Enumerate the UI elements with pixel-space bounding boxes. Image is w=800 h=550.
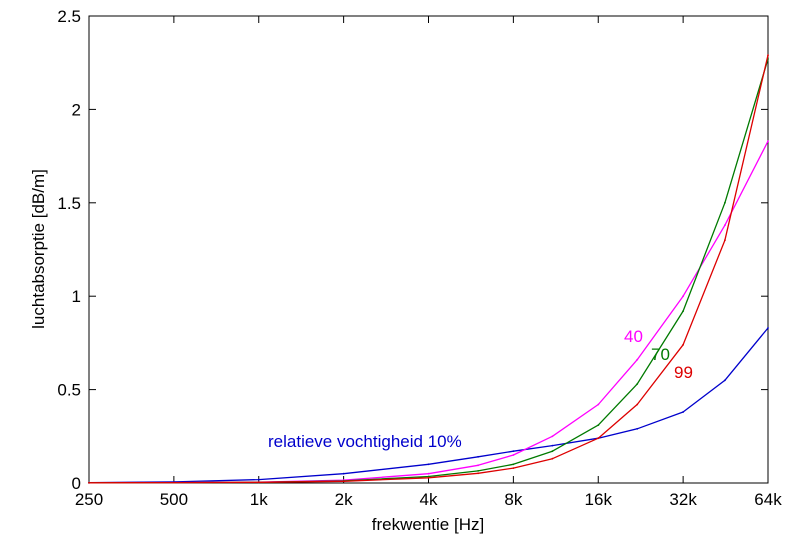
data-point-40 [427,472,430,475]
data-point-99 [88,481,90,484]
data-point-70 [636,383,639,385]
data-point-70 [477,470,479,472]
data-point-10 [551,444,554,447]
data-point-99 [636,403,639,406]
data-point-99 [682,343,684,346]
series-label-99: 99 [674,363,693,382]
data-point-40 [636,358,639,361]
data-point-99 [342,480,345,483]
series-label-10: relatieve vochtigheid 10% [268,432,462,451]
data-point-99 [512,467,515,469]
data-point-99 [477,472,479,475]
x-tick-label: 4k [420,490,438,509]
x-tick-label: 500 [160,490,188,509]
data-point-99 [597,437,600,440]
data-point-70 [427,475,430,478]
data-point-40 [724,224,726,227]
ticks-layer: 250 500 1k 2k 4k 8k 16k 32k 64k 0 0.5 1 1.5 2 2.5 [57,7,782,509]
data-point-70 [682,310,684,312]
data-point-10 [724,379,726,382]
data-point-99 [427,476,430,479]
x-tick-label: 16k [585,490,613,509]
x-tick-label: 1k [250,490,268,509]
data-point-10 [477,455,479,458]
data-point-40 [597,403,600,406]
data-point-70 [512,463,515,466]
y-tick-label: 1 [72,287,81,306]
data-point-40 [512,454,515,456]
data-point-40 [551,435,554,438]
series-layer [88,54,769,484]
y-tick-label: 1.5 [57,194,81,213]
x-tick-label: 64k [754,490,782,509]
data-point-10 [767,327,769,329]
y-tick-label: 2.5 [57,7,81,26]
data-point-40 [682,295,684,298]
plot-area [88,15,769,484]
data-point-70 [597,424,600,426]
data-point-99 [724,239,726,242]
y-tick-label: 2 [72,100,81,119]
y-axis-label: luchtabsorptie [dB/m] [29,169,48,329]
series-label-40: 40 [624,327,643,346]
data-point-99 [767,54,769,57]
data-point-40 [767,140,769,143]
data-point-40 [477,464,479,467]
data-point-99 [173,481,175,484]
data-point-99 [551,457,554,460]
data-point-10 [257,478,260,481]
y-tick-label: 0 [72,474,81,493]
data-point-10 [427,463,430,466]
data-point-70 [551,450,554,453]
series-label-70: 70 [651,345,670,364]
data-point-10 [512,450,515,453]
x-tick-label: 32k [669,490,697,509]
data-point-10 [636,427,639,430]
x-tick-label: 2k [335,490,353,509]
data-point-10 [342,472,345,475]
y-tick-label: 0.5 [57,381,81,400]
x-axis-label: frekwentie [Hz] [372,515,484,534]
data-point-70 [724,201,726,204]
data-point-10 [682,411,684,413]
x-tick-label: 250 [75,490,103,509]
x-tick-label: 8k [504,490,522,509]
data-point-99 [257,481,260,484]
